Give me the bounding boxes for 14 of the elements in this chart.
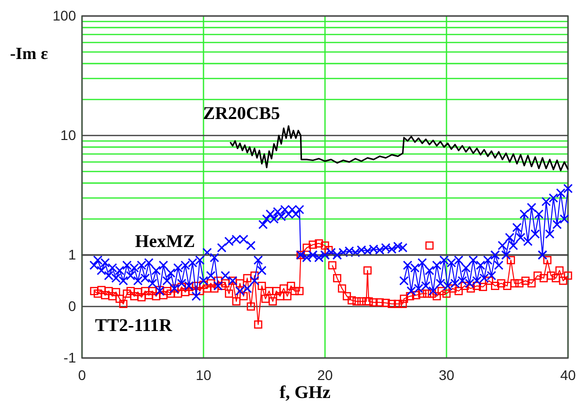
y-tick-label: -1 <box>64 349 76 366</box>
y-tick-label: 1 <box>68 246 76 262</box>
y-tick-label: 0 <box>68 298 76 314</box>
x-tick-label: 20 <box>317 366 333 383</box>
x-tick-label: 30 <box>438 366 454 383</box>
series-label: HexMZ <box>135 231 195 251</box>
x-tick-label: 10 <box>196 366 212 383</box>
y-tick-label: 10 <box>60 126 76 143</box>
y-axis-title: -Im ε <box>10 44 48 63</box>
x-tick-label: 40 <box>560 366 576 383</box>
series-label: TT2-111R <box>95 315 174 335</box>
x-axis-title: f, GHz <box>280 382 330 402</box>
y-tick-label: 100 <box>52 7 76 24</box>
x-tick-label: 0 <box>78 366 86 383</box>
